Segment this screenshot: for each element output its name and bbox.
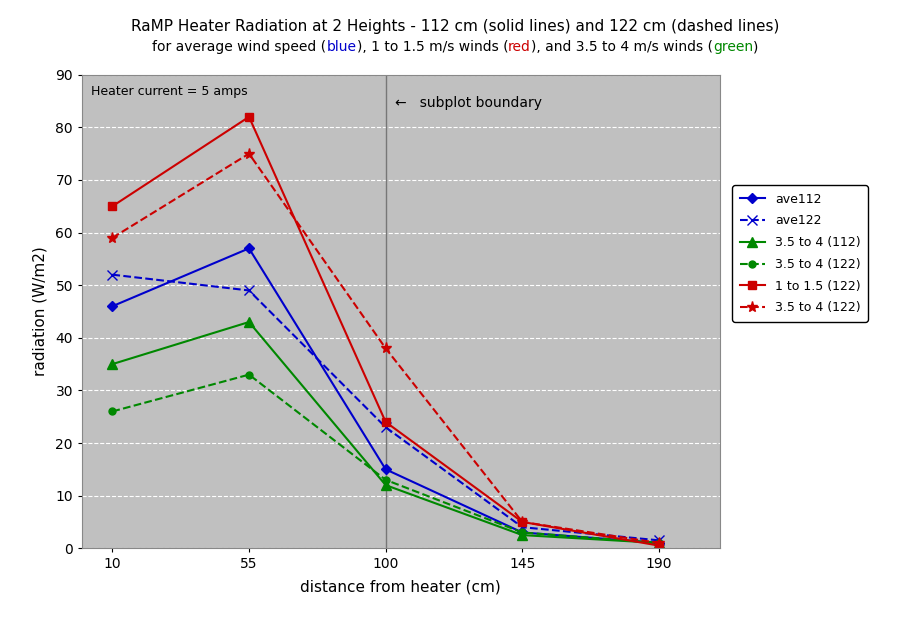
Text: blue: blue xyxy=(326,40,356,54)
Line: 3.5 to 4 (112): 3.5 to 4 (112) xyxy=(107,317,664,548)
1 to 1.5 (122) xyxy=(517,518,527,526)
Legend: ave112, ave122, 3.5 to 4 (112), 3.5 to 4 (122), 1 to 1.5 (122), 3.5 to 4 (122): ave112, ave122, 3.5 to 4 (112), 3.5 to 4… xyxy=(732,185,868,322)
3.5 to 4 (112) xyxy=(380,482,391,489)
ave112 xyxy=(243,245,254,252)
3.5 to 4 (112) xyxy=(107,360,118,368)
3.5 to 4 (122) xyxy=(107,234,118,242)
3.5 to 4 (112) xyxy=(517,531,527,539)
3.5 to 4 (122) xyxy=(380,476,391,483)
Y-axis label: radiation (W/m2): radiation (W/m2) xyxy=(32,247,47,376)
Text: ): ) xyxy=(753,40,759,54)
ave122 xyxy=(653,536,664,544)
ave122 xyxy=(517,523,527,531)
3.5 to 4 (122) xyxy=(517,518,527,526)
ave122 xyxy=(107,271,118,278)
1 to 1.5 (122) xyxy=(243,113,254,121)
Line: ave122: ave122 xyxy=(107,270,664,545)
X-axis label: distance from heater (cm): distance from heater (cm) xyxy=(301,579,501,594)
3.5 to 4 (122) xyxy=(243,371,254,378)
1 to 1.5 (122) xyxy=(380,418,391,426)
Line: ave112: ave112 xyxy=(109,245,662,546)
Line: 1 to 1.5 (122): 1 to 1.5 (122) xyxy=(108,113,663,549)
3.5 to 4 (122) xyxy=(653,540,664,547)
3.5 to 4 (122) xyxy=(653,540,664,547)
Text: ), and 3.5 to 4 m/s winds (: ), and 3.5 to 4 m/s winds ( xyxy=(531,40,713,54)
ave112 xyxy=(380,465,391,473)
3.5 to 4 (122) xyxy=(107,407,118,415)
Line: 3.5 to 4 (122): 3.5 to 4 (122) xyxy=(107,148,664,548)
3.5 to 4 (122) xyxy=(243,150,254,158)
Text: for average wind speed (: for average wind speed ( xyxy=(152,40,326,54)
3.5 to 4 (122) xyxy=(380,345,391,352)
Text: red: red xyxy=(508,40,531,54)
Text: RaMP Heater Radiation at 2 Heights - 112 cm (solid lines) and 122 cm (dashed lin: RaMP Heater Radiation at 2 Heights - 112… xyxy=(131,19,780,34)
Text: Heater current = 5 amps: Heater current = 5 amps xyxy=(91,85,248,98)
1 to 1.5 (122) xyxy=(107,202,118,210)
ave122 xyxy=(380,424,391,431)
1 to 1.5 (122) xyxy=(653,542,664,549)
3.5 to 4 (112) xyxy=(653,540,664,547)
Text: ←   subplot boundary: ← subplot boundary xyxy=(394,96,542,110)
ave112 xyxy=(517,529,527,536)
3.5 to 4 (122) xyxy=(517,529,527,536)
ave112 xyxy=(653,540,664,547)
ave112 xyxy=(107,303,118,310)
ave122 xyxy=(243,287,254,294)
Line: 3.5 to 4 (122): 3.5 to 4 (122) xyxy=(109,371,662,546)
3.5 to 4 (112) xyxy=(243,318,254,326)
Text: green: green xyxy=(713,40,753,54)
Text: ), 1 to 1.5 m/s winds (: ), 1 to 1.5 m/s winds ( xyxy=(356,40,508,54)
